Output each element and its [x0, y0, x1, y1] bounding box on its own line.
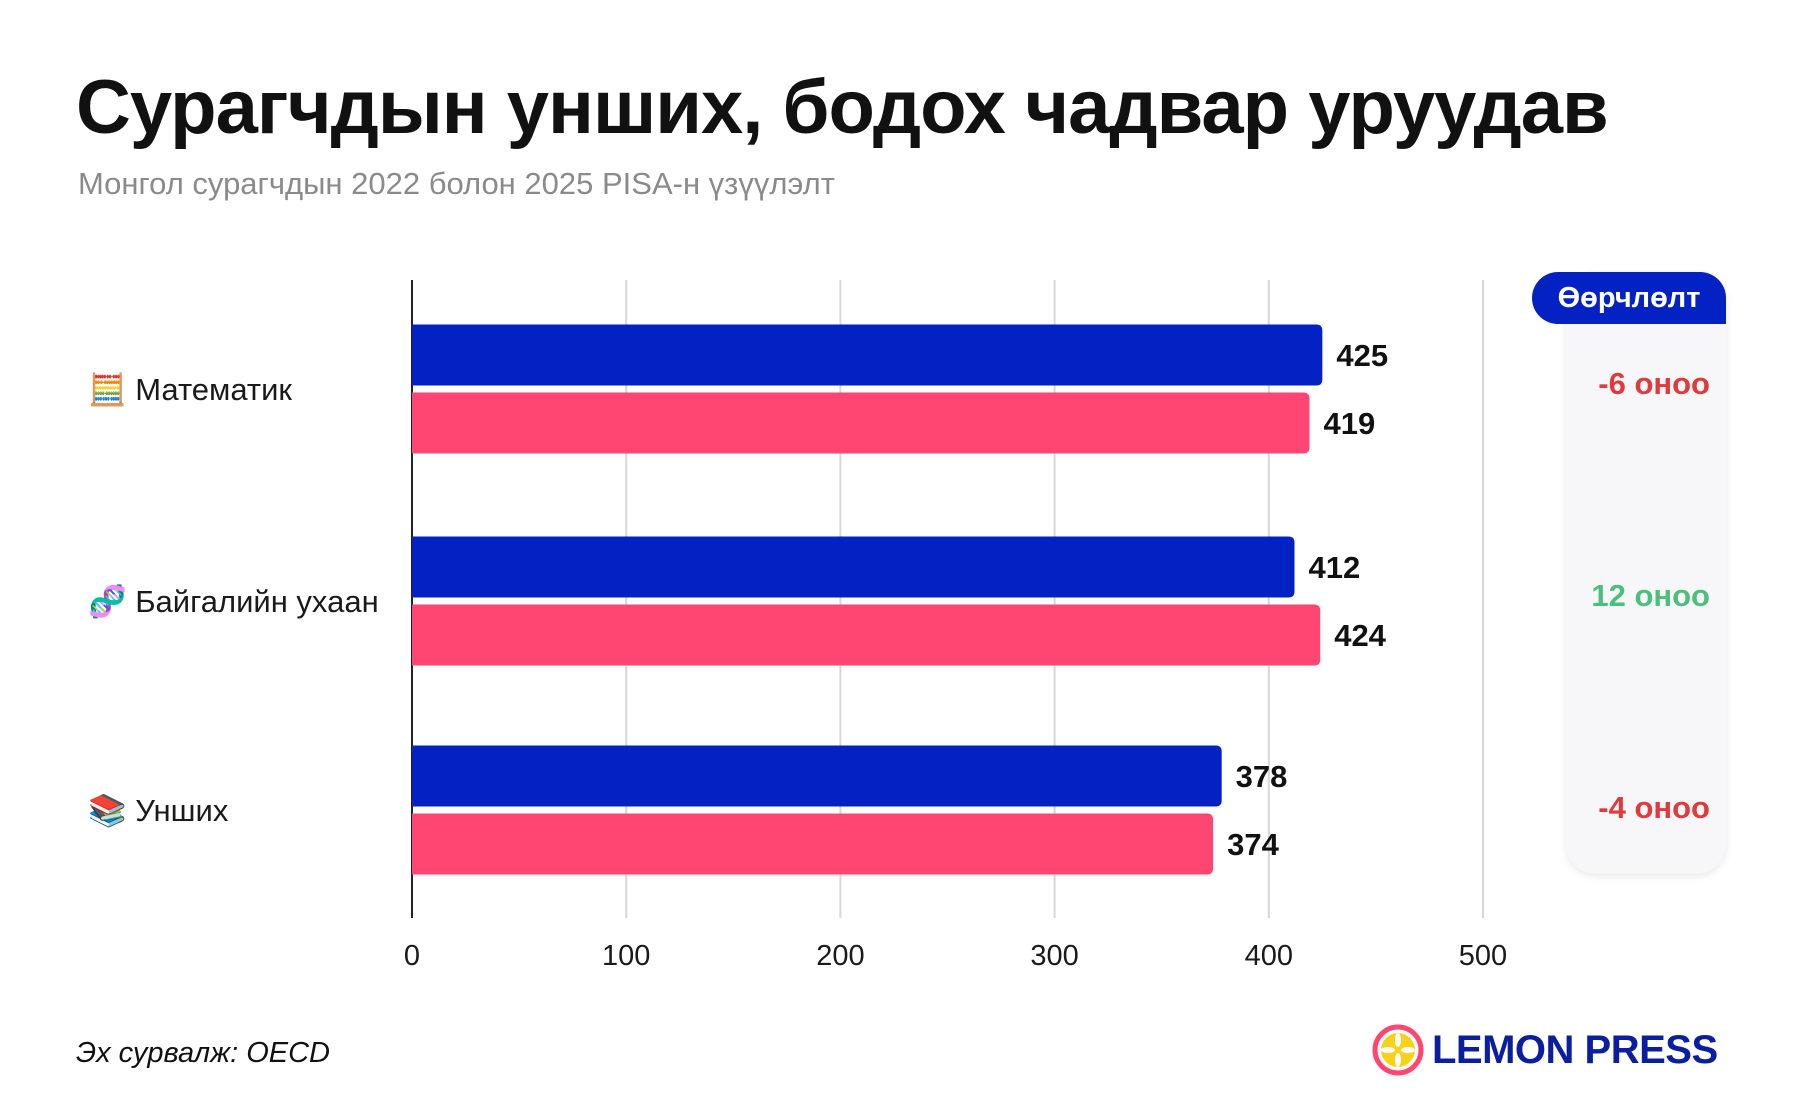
data-label: 412: [1309, 550, 1361, 585]
data-label: 374: [1227, 827, 1279, 862]
x-tick-label: 200: [816, 940, 864, 972]
data-label: 419: [1323, 406, 1375, 441]
x-tick-label: 0: [404, 940, 420, 972]
data-label: 378: [1236, 759, 1288, 794]
data-label: 424: [1334, 618, 1386, 653]
change-item-reading: -4 оноо: [1598, 790, 1710, 825]
chart-subtitle: Монгол сурагчдын 2022 болон 2025 PISA-н …: [78, 166, 835, 201]
data-label: 425: [1336, 338, 1388, 373]
lemon-logo-icon: [1372, 1024, 1424, 1076]
change-item-math: -6 оноо: [1598, 366, 1710, 401]
category-label: 🧮 Математик: [88, 371, 292, 407]
logo-text: LEMON PRESS: [1432, 1027, 1718, 1072]
bar-series-b: [412, 813, 1214, 875]
x-tick-label: 100: [602, 940, 650, 972]
change-header: Өөрчлөлт: [1532, 272, 1726, 324]
change-column: [1566, 272, 1726, 874]
source-note: Эх сурвалж: OECD: [76, 1037, 330, 1069]
bar-series-a: [412, 324, 1323, 386]
chart-title: Сурагчдын унших, бодох чадвар уруудав: [76, 65, 1609, 150]
category-label: 🧬 Байгалийн ухаан: [88, 582, 379, 620]
bar-series-a: [412, 536, 1295, 598]
bar-series-b: [412, 604, 1321, 666]
bar-series-b: [412, 392, 1310, 454]
change-item-science: 12 оноо: [1591, 578, 1710, 613]
bar-chart: 0 100 200 300 400 500 🧮 Математик 425 419 🧬 Байга…: [88, 280, 1507, 972]
lemon-press-logo: LEMON PRESS: [1372, 1024, 1718, 1076]
bar-series-a: [412, 745, 1222, 807]
x-tick-label: 500: [1459, 940, 1507, 972]
category-label: 📚 Унших: [88, 793, 229, 828]
x-tick-label: 400: [1245, 940, 1293, 972]
x-tick-label: 300: [1030, 940, 1078, 972]
